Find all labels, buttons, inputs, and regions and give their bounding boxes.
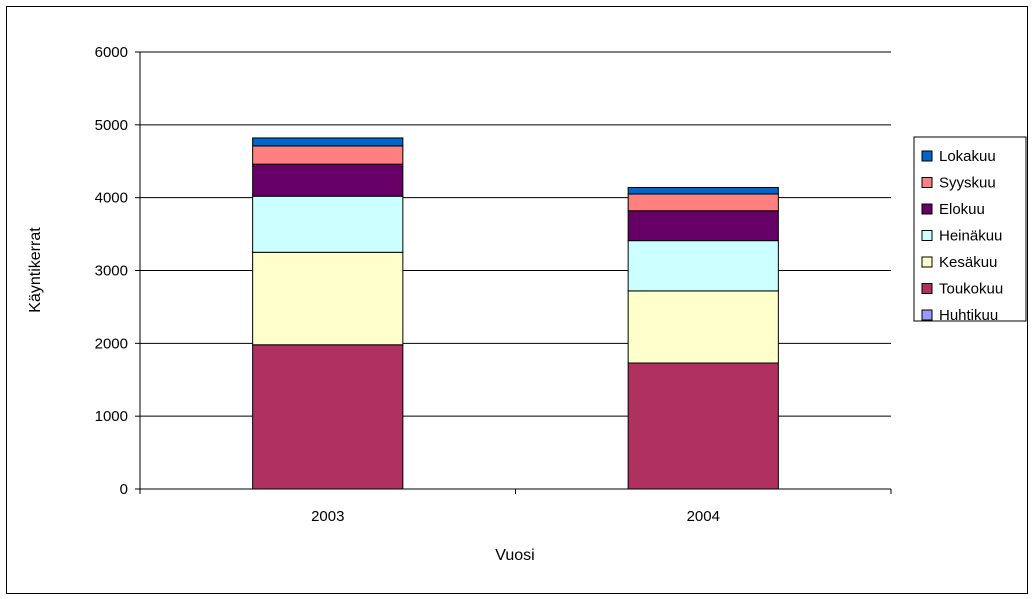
y-tick-label: 0 <box>120 481 128 498</box>
legend-swatch <box>921 309 933 321</box>
y-tick-label: 2000 <box>95 335 128 352</box>
axes <box>135 51 892 494</box>
bar-segment-kesäkuu <box>627 290 779 364</box>
legend-entry: Elokuu <box>939 201 985 218</box>
bar-segment-elokuu <box>252 163 404 197</box>
bar-segment-elokuu <box>627 210 779 242</box>
y-tick-label: 1000 <box>95 408 128 425</box>
chart-area <box>6 6 1028 594</box>
legend-swatch <box>921 150 933 162</box>
bar-segment-toukokuu <box>252 344 404 490</box>
legend-entry: Kesäkuu <box>939 254 997 271</box>
bar-segment-kesäkuu <box>252 251 404 346</box>
legend-entry: Heinäkuu <box>939 228 1002 245</box>
legend-swatch <box>921 283 933 294</box>
x-tick-label: 2004 <box>687 508 720 525</box>
bar-segment-heinäkuu <box>627 240 779 292</box>
legend-entry: Huhtikuu <box>939 307 998 324</box>
legend-entry: Lokakuu <box>939 148 996 165</box>
y-tick-label: 3000 <box>95 263 128 280</box>
bar-segment-heinäkuu <box>252 195 404 253</box>
bar-segment-syyskuu <box>627 193 779 212</box>
legend-swatch <box>921 256 933 268</box>
legend-box <box>913 136 1027 322</box>
x-tick-labels: 2003 2004 <box>311 508 720 525</box>
y-tick-label: 4000 <box>95 190 128 207</box>
legend-swatch <box>921 230 933 241</box>
x-tick-label: 2003 <box>311 508 344 525</box>
legend-swatch <box>921 203 933 215</box>
legend-entry: Toukokuu <box>939 281 1003 298</box>
legend-entry: Syyskuu <box>939 175 996 192</box>
bar-segment-lokakuu <box>627 186 779 195</box>
y-tick-labels: 0 1000 2000 3000 4000 5000 6000 <box>95 44 128 498</box>
legend: Lokakuu Syyskuu Elokuu Heinäkuu Kesäkuu Touko… <box>913 136 1027 324</box>
legend-swatch <box>921 177 933 188</box>
bar-segment-lokakuu <box>252 137 404 147</box>
bars <box>252 137 779 490</box>
y-tick-label: 5000 <box>95 117 128 134</box>
bar-segment-syyskuu <box>252 145 404 165</box>
x-axis-title: Vuosi <box>495 547 534 564</box>
y-axis-title: Käyntikerrat <box>27 227 44 313</box>
y-tick-label: 6000 <box>95 44 128 61</box>
bar-segment-toukokuu <box>627 362 779 490</box>
